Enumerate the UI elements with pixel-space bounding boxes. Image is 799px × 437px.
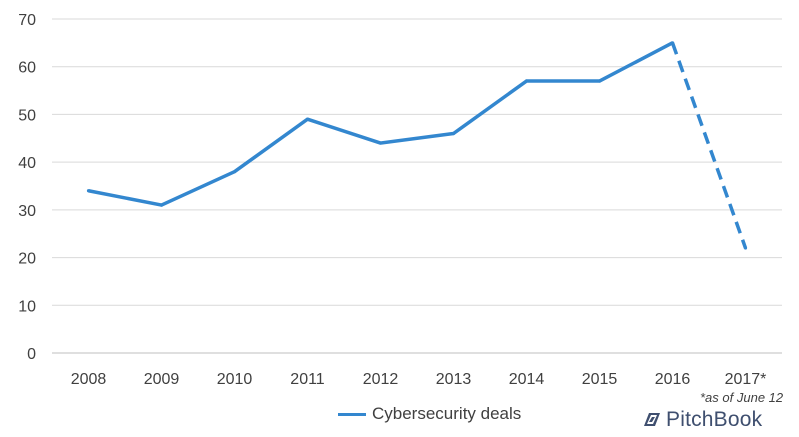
x-tick-label: 2012	[363, 371, 399, 388]
x-tick-label: 2016	[655, 371, 691, 388]
x-tick-label: 2009	[144, 371, 180, 388]
legend-label: Cybersecurity deals	[372, 404, 522, 423]
legend-swatch	[338, 412, 366, 416]
y-tick-label: 0	[27, 346, 36, 363]
x-tick-label: 2011	[290, 371, 325, 388]
y-tick-label: 70	[18, 12, 36, 29]
data-point	[232, 170, 237, 174]
data-point	[378, 141, 383, 145]
x-tick-label: 2014	[509, 371, 545, 388]
y-tick-label: 60	[18, 60, 36, 77]
y-tick-label: 10	[18, 298, 36, 315]
data-point	[743, 246, 748, 250]
x-tick-label: 2008	[71, 371, 107, 388]
data-point	[159, 203, 164, 207]
legend: Cybersecurity deals	[338, 404, 521, 424]
series-line-dashed	[670, 42, 748, 249]
y-tick-label: 30	[18, 203, 36, 220]
x-tick-label: 2015	[582, 371, 618, 388]
footnote: *as of June 12	[700, 390, 784, 405]
data-point	[305, 117, 310, 121]
data-point	[524, 79, 529, 83]
y-tick-label: 40	[18, 155, 36, 172]
data-point	[670, 41, 675, 45]
y-tick-label: 50	[18, 107, 36, 124]
data-point	[86, 189, 91, 193]
x-tick-label: 2010	[217, 371, 253, 388]
x-tick-label: 2013	[436, 371, 472, 388]
brand-logo: PitchBook	[642, 408, 762, 432]
x-tick-label: 2017*	[725, 371, 767, 388]
data-point	[451, 131, 456, 136]
pitchbook-logo-icon	[644, 413, 660, 426]
data-point	[597, 79, 602, 83]
y-tick-label: 20	[18, 251, 36, 268]
brand-name: PitchBook	[666, 408, 763, 431]
